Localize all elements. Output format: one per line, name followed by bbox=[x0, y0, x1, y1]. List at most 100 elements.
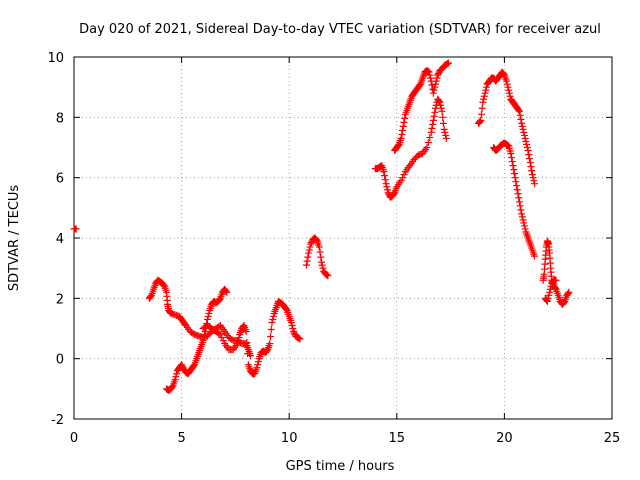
data-point bbox=[547, 282, 555, 290]
y-tick-label: 2 bbox=[56, 292, 64, 307]
data-point bbox=[399, 174, 407, 182]
data-point bbox=[546, 288, 554, 296]
data-point bbox=[381, 176, 389, 184]
data-point bbox=[504, 83, 512, 91]
data-point bbox=[479, 98, 487, 106]
data-point bbox=[520, 219, 528, 227]
data-point bbox=[506, 92, 514, 100]
data-point bbox=[172, 373, 180, 381]
data-point bbox=[477, 116, 485, 124]
y-tick-label: -2 bbox=[51, 413, 64, 428]
data-point bbox=[253, 364, 261, 372]
data-point bbox=[318, 261, 326, 269]
data-point bbox=[505, 89, 513, 97]
data-point bbox=[441, 128, 449, 136]
data-point bbox=[383, 186, 391, 194]
data-point bbox=[481, 89, 489, 97]
x-tick-label: 20 bbox=[496, 431, 513, 446]
data-point bbox=[520, 131, 528, 139]
data-point bbox=[383, 183, 391, 191]
x-axis-label: GPS time / hours bbox=[286, 459, 395, 474]
data-point bbox=[168, 383, 176, 391]
data-point bbox=[527, 163, 535, 171]
data-point bbox=[319, 264, 327, 272]
data-point bbox=[234, 337, 242, 345]
data-point bbox=[416, 81, 424, 89]
data-point bbox=[426, 133, 434, 141]
data-point bbox=[216, 331, 224, 339]
data-point bbox=[525, 151, 533, 159]
series-arc10 bbox=[541, 276, 560, 305]
data-point bbox=[523, 144, 531, 151]
data-point bbox=[511, 174, 519, 182]
data-point bbox=[515, 107, 523, 115]
data-point bbox=[437, 104, 445, 112]
data-point bbox=[380, 168, 388, 176]
data-point bbox=[199, 337, 207, 345]
data-point bbox=[171, 376, 179, 384]
data-point bbox=[269, 315, 277, 323]
data-point bbox=[564, 289, 572, 297]
data-point bbox=[429, 89, 437, 97]
data-point bbox=[560, 298, 568, 306]
data-point bbox=[302, 261, 310, 269]
data-point bbox=[546, 285, 554, 293]
data-point bbox=[306, 243, 314, 251]
data-point bbox=[382, 180, 390, 188]
data-point bbox=[524, 147, 532, 155]
data-point bbox=[201, 331, 209, 339]
data-point bbox=[515, 106, 523, 114]
data-point bbox=[516, 202, 524, 210]
data-point bbox=[398, 130, 406, 138]
data-point bbox=[442, 134, 450, 142]
data-point bbox=[289, 325, 297, 332]
series-start bbox=[70, 225, 80, 233]
y-tick-label: 0 bbox=[56, 353, 64, 368]
data-point bbox=[510, 166, 518, 174]
data-point bbox=[521, 225, 529, 233]
data-point bbox=[316, 248, 324, 256]
data-point bbox=[480, 92, 488, 100]
series-arc8 bbox=[490, 139, 539, 260]
data-point bbox=[432, 77, 440, 85]
data-point bbox=[505, 86, 513, 94]
data-point bbox=[438, 107, 446, 115]
data-point bbox=[507, 150, 515, 158]
data-point bbox=[244, 350, 252, 358]
data-point bbox=[439, 119, 447, 127]
data-point bbox=[526, 159, 534, 167]
data-point bbox=[436, 98, 444, 106]
data-point bbox=[267, 333, 275, 341]
series-arc5 bbox=[371, 95, 450, 201]
data-point bbox=[543, 297, 551, 305]
data-point bbox=[317, 253, 325, 261]
data-point bbox=[426, 71, 434, 79]
data-point bbox=[551, 284, 559, 292]
data-point bbox=[515, 198, 523, 206]
data-point bbox=[520, 128, 528, 136]
data-point bbox=[205, 309, 213, 317]
data-point bbox=[307, 240, 315, 248]
data-point bbox=[531, 180, 539, 188]
data-point bbox=[431, 83, 439, 91]
data-point bbox=[401, 114, 409, 122]
data-points bbox=[70, 59, 573, 394]
data-point bbox=[216, 295, 224, 303]
data-point bbox=[303, 257, 311, 265]
data-point bbox=[254, 358, 262, 366]
grid bbox=[74, 57, 612, 419]
data-point bbox=[530, 177, 538, 185]
data-point bbox=[296, 335, 304, 343]
data-point bbox=[482, 86, 490, 94]
data-point bbox=[518, 119, 526, 127]
data-point bbox=[518, 122, 526, 130]
data-point bbox=[437, 101, 445, 109]
data-point bbox=[190, 362, 198, 370]
data-point bbox=[476, 117, 484, 125]
data-point bbox=[400, 118, 408, 126]
data-point bbox=[268, 318, 276, 326]
data-point bbox=[290, 329, 298, 337]
data-point bbox=[397, 134, 405, 142]
data-point bbox=[526, 155, 534, 163]
data-point bbox=[508, 158, 516, 166]
